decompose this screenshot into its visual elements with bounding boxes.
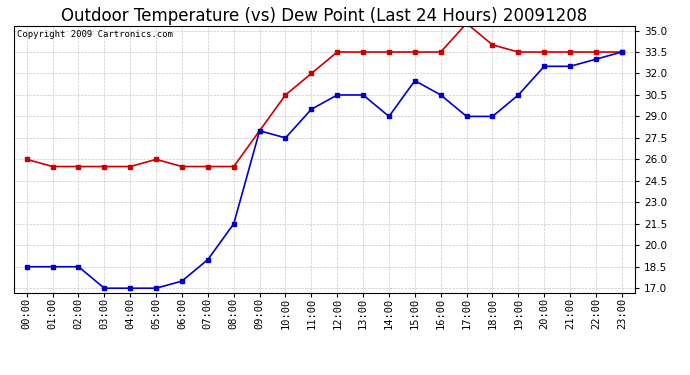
Text: Copyright 2009 Cartronics.com: Copyright 2009 Cartronics.com — [17, 30, 172, 39]
Title: Outdoor Temperature (vs) Dew Point (Last 24 Hours) 20091208: Outdoor Temperature (vs) Dew Point (Last… — [61, 7, 587, 25]
